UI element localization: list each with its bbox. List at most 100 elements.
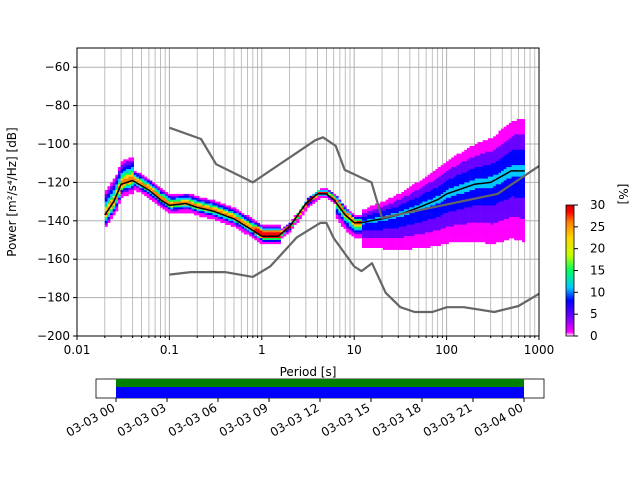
- heatmap-cell: [456, 172, 460, 176]
- heatmap-cell: [104, 192, 108, 195]
- heatmap-cell: [409, 205, 413, 208]
- heatmap-cell: [511, 218, 515, 222]
- heatmap-cell: [186, 201, 190, 204]
- heatmap-cell: [364, 243, 368, 247]
- heatmap-cell: [451, 199, 455, 202]
- y-axis-ticks: −200−180−160−140−120−100−80−60: [37, 60, 77, 343]
- heatmap-cell: [207, 216, 211, 220]
- heatmap-cell: [508, 176, 512, 179]
- heatmap-cell: [414, 230, 418, 233]
- heatmap-cell: [230, 213, 234, 216]
- heatmap-cell: [364, 238, 368, 241]
- heatmap-cell: [104, 193, 108, 197]
- heatmap-cell: [430, 215, 434, 218]
- heatmap-cell: [451, 161, 455, 164]
- heatmap-cell: [482, 211, 486, 214]
- heatmap-cell: [354, 220, 358, 224]
- heatmap-cell: [461, 232, 465, 235]
- heatmap-cell: [375, 232, 379, 235]
- heatmap-cell: [480, 216, 483, 220]
- heatmap-cell: [191, 195, 195, 199]
- heatmap-cell: [522, 188, 525, 191]
- heatmap-cell: [453, 216, 457, 220]
- heatmap-cell: [212, 213, 216, 216]
- heatmap-cell: [346, 224, 350, 227]
- x-tick-label: 0.1: [160, 343, 179, 357]
- heatmap-cell: [162, 192, 166, 195]
- heatmap-cell: [427, 236, 431, 239]
- heatmap-cell: [498, 149, 502, 152]
- heatmap-cell: [427, 209, 431, 212]
- heatmap-cell: [498, 205, 502, 208]
- heatmap-cell: [469, 205, 473, 208]
- heatmap-cell: [419, 234, 423, 237]
- heatmap-cell: [422, 236, 426, 239]
- heatmap-cell: [503, 193, 507, 197]
- heatmap-cell: [435, 182, 439, 185]
- heatmap-cell: [469, 153, 473, 156]
- heatmap-cell: [461, 211, 465, 214]
- heatmap-cell: [498, 199, 502, 202]
- heatmap-cell: [212, 216, 216, 220]
- heatmap-cell: [516, 180, 520, 183]
- heatmap-cell: [246, 220, 250, 224]
- heatmap-cell: [367, 216, 371, 220]
- heatmap-cell: [419, 245, 423, 248]
- heatmap-cell: [369, 215, 373, 218]
- heatmap-cell: [414, 241, 418, 245]
- heatmap-cell: [456, 238, 460, 241]
- heatmap-cell: [390, 226, 394, 229]
- heatmap-cell: [469, 232, 473, 235]
- heatmap-cell: [438, 172, 442, 176]
- heatmap-cell: [440, 193, 444, 197]
- heatmap-cell: [482, 174, 486, 177]
- heatmap-cell: [506, 142, 510, 145]
- heatmap-cell: [466, 163, 470, 166]
- heatmap-cell: [474, 163, 478, 166]
- heatmap-cell: [367, 222, 371, 225]
- heatmap-cell: [482, 144, 486, 147]
- heatmap-cell: [406, 224, 410, 227]
- heatmap-cell: [382, 247, 386, 250]
- heatmap-cell: [482, 207, 486, 210]
- heatmap-cell: [516, 134, 520, 137]
- heatmap-cell: [493, 138, 497, 141]
- heatmap-cell: [104, 190, 108, 193]
- heatmap-cell: [464, 161, 468, 164]
- heatmap-cell: [238, 215, 242, 218]
- heatmap-cell: [482, 172, 486, 176]
- heatmap-cell: [204, 197, 208, 200]
- heatmap-cell: [480, 232, 483, 235]
- heatmap-cell: [490, 234, 494, 237]
- heatmap-cell: [516, 192, 520, 195]
- heatmap-cell: [459, 236, 463, 239]
- heatmap-cell: [514, 188, 518, 191]
- heatmap-cell: [409, 215, 413, 218]
- heatmap-cell: [438, 226, 442, 229]
- heatmap-cell: [215, 201, 218, 204]
- heatmap-cell: [440, 224, 444, 227]
- heatmap-cell: [230, 207, 234, 210]
- heatmap-cell: [406, 243, 410, 247]
- heatmap-cell: [417, 184, 421, 187]
- heatmap-cell: [522, 132, 525, 135]
- heatmap-cell: [401, 226, 405, 229]
- heatmap-cell: [225, 209, 229, 212]
- heatmap-cell: [220, 220, 224, 224]
- heatmap-cell: [414, 243, 418, 247]
- heatmap-cell: [464, 178, 468, 181]
- heatmap-cell: [435, 230, 439, 233]
- heatmap-cell: [262, 234, 266, 237]
- heatmap-cell: [340, 224, 344, 227]
- heatmap-cell: [485, 153, 489, 156]
- heatmap-cell: [456, 211, 460, 214]
- heatmap-cell: [369, 238, 373, 241]
- heatmap-cell: [501, 176, 504, 179]
- heatmap-cell: [453, 188, 457, 191]
- heatmap-cell: [377, 211, 381, 214]
- heatmap-cell: [367, 243, 371, 247]
- heatmap-cell: [511, 136, 515, 139]
- heatmap-cell: [490, 228, 494, 231]
- heatmap-cell: [495, 232, 499, 235]
- heatmap-cell: [495, 224, 499, 227]
